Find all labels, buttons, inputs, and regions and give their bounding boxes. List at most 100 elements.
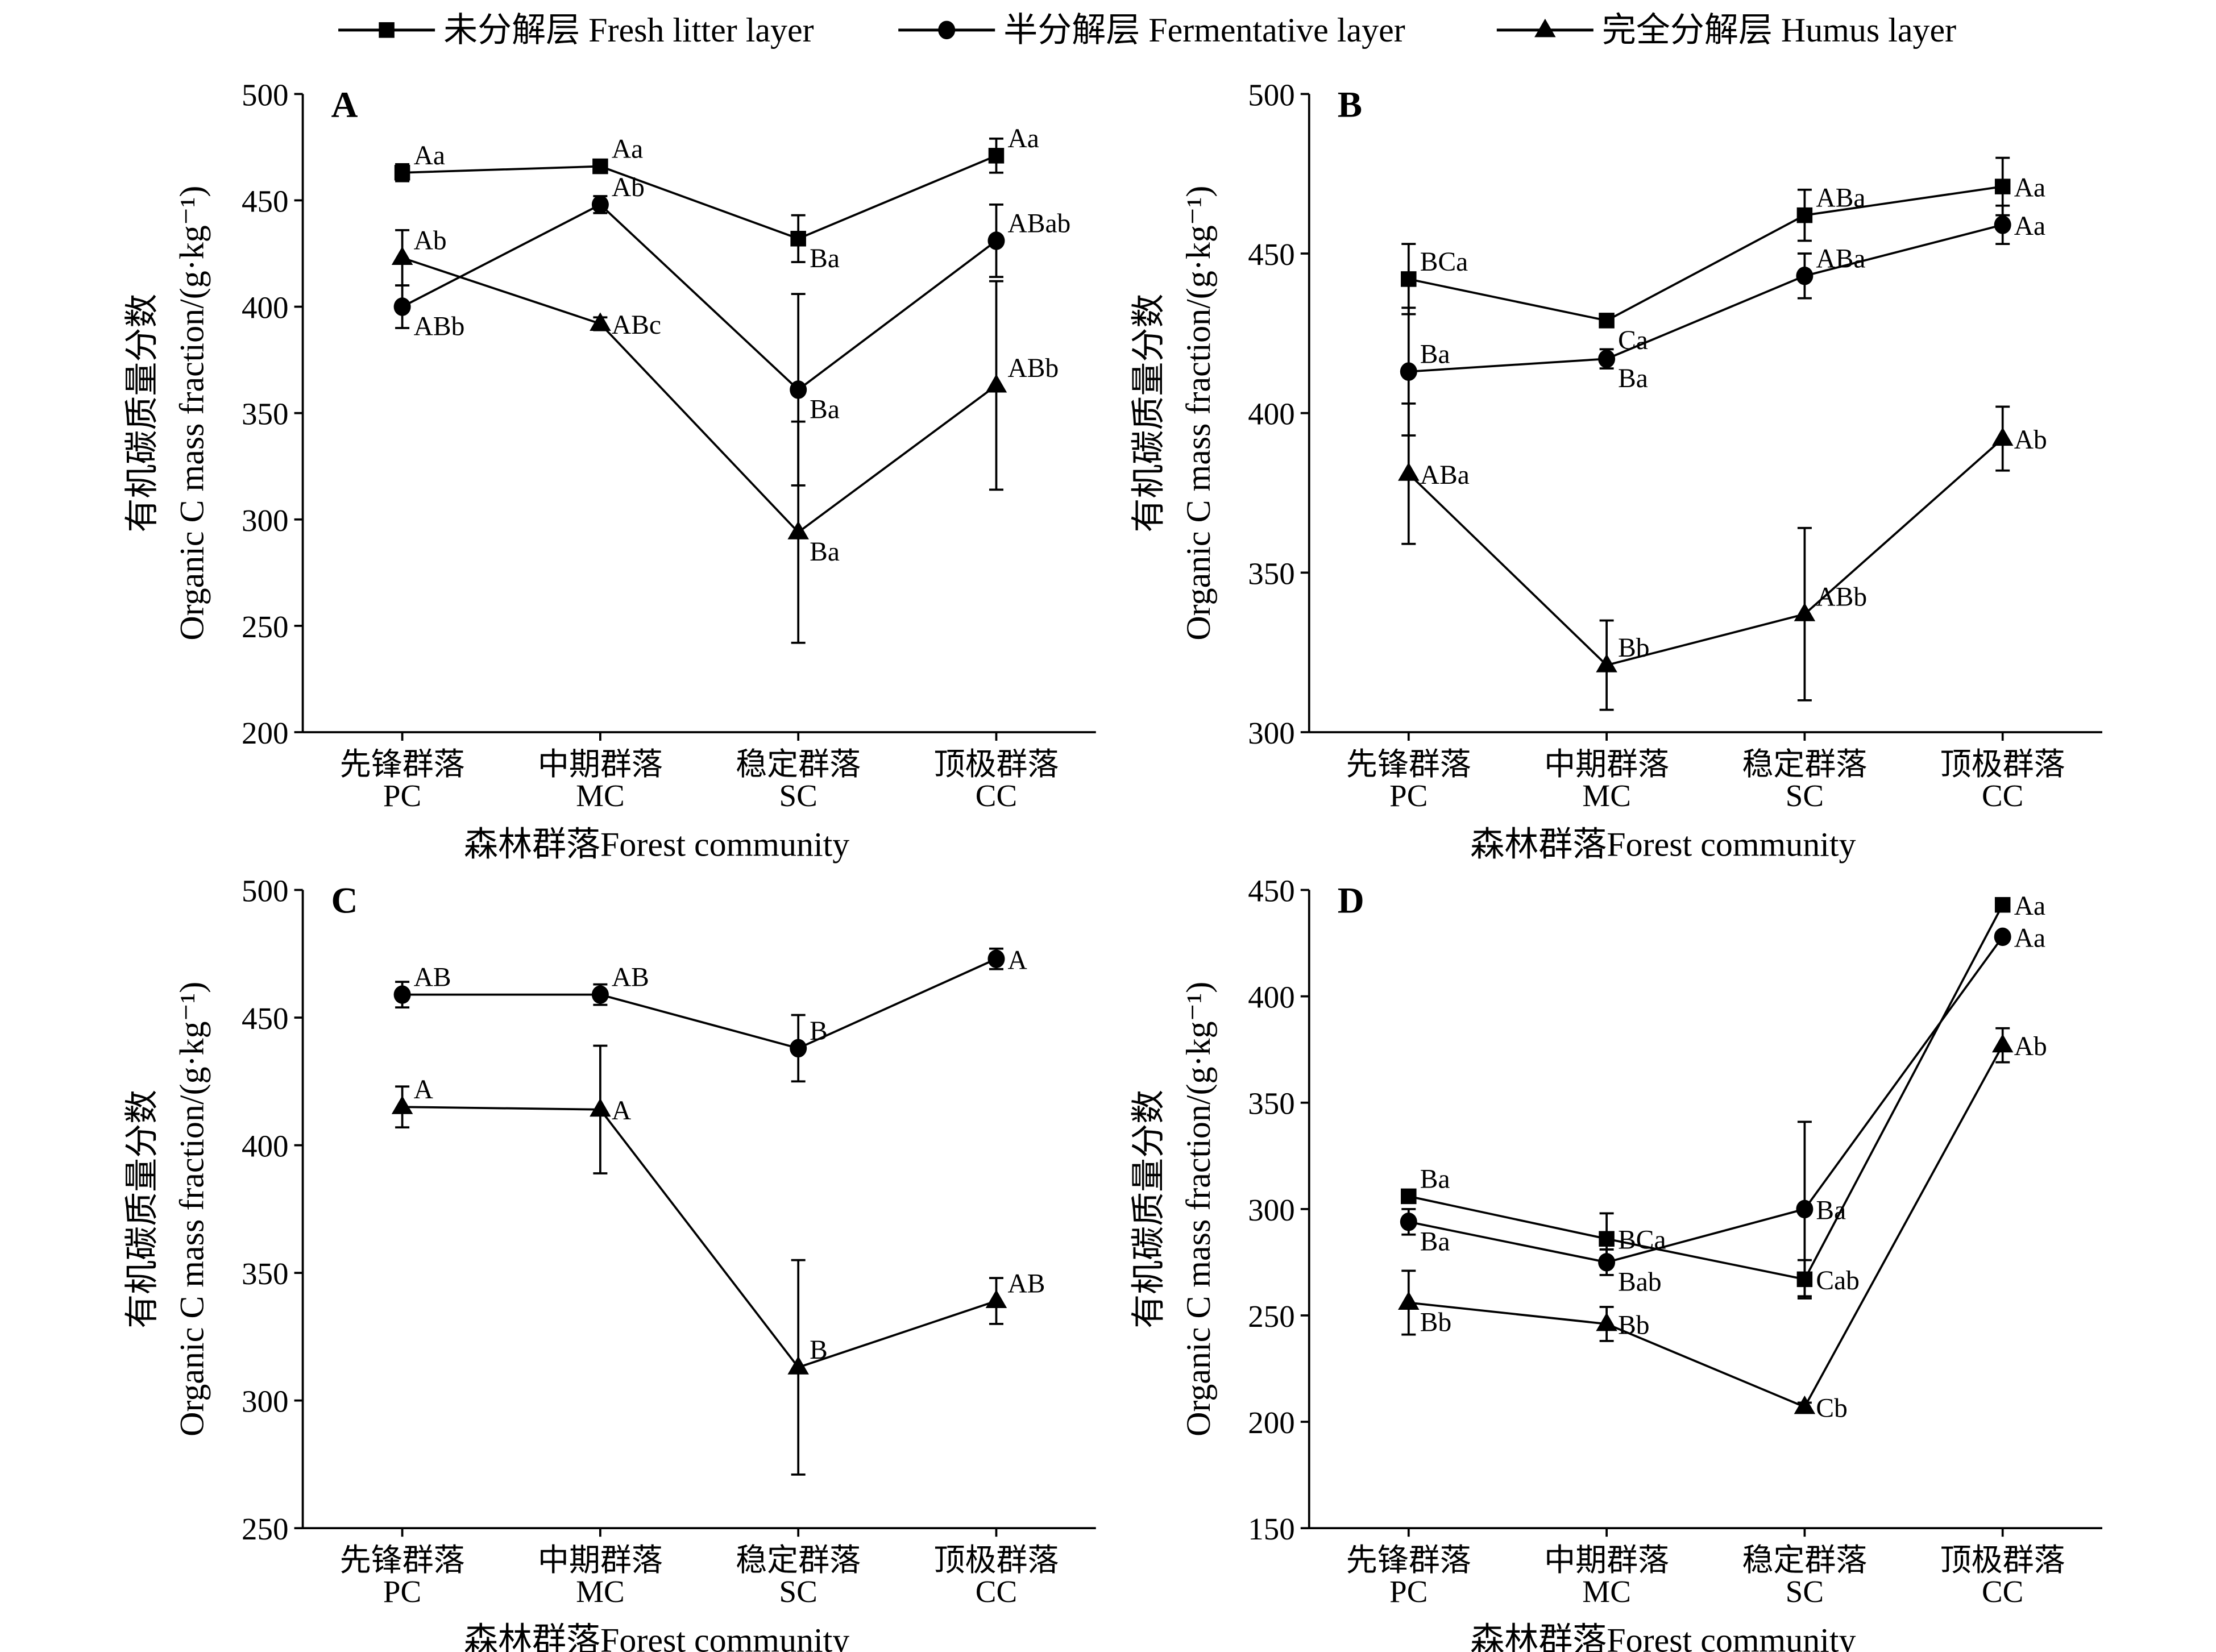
legend-triangle-marker <box>1534 18 1556 38</box>
significance-label: ABa <box>1420 460 1470 490</box>
x-tick-label-cn: 中期群落 <box>1544 747 1669 782</box>
y-tick-label: 350 <box>1248 1086 1295 1121</box>
y-tick-label: 350 <box>242 1256 288 1291</box>
legend-item: 未分解层 Fresh litter layer <box>338 11 814 49</box>
x-axis-title: 森林群落Forest community <box>464 1622 849 1652</box>
series-line <box>1408 904 2004 1281</box>
legend-label: 完全分解层 Humus layer <box>1602 11 1956 49</box>
series-circle: AB AB B A <box>393 945 1027 1083</box>
x-tick-label-en: MC <box>576 1574 625 1609</box>
significance-label: ABa <box>1816 184 1865 213</box>
data-point-square-marker <box>1994 896 2011 913</box>
series-line <box>402 155 997 240</box>
legend: 未分解层 Fresh litter layer 半分解层 Fermentative… <box>338 11 1956 49</box>
series-triangle: ABa Bb ABb Ab <box>1398 402 2047 711</box>
data-point-circle-marker <box>790 1039 807 1058</box>
legend-circle-marker <box>938 20 956 40</box>
significance-label: Ab <box>2014 1032 2047 1061</box>
x-tick-label-cn: 中期群落 <box>1544 1543 1669 1578</box>
significance-label: Ba <box>1618 364 1648 393</box>
x-tick-label-en: CC <box>976 778 1017 813</box>
significance-label: BCa <box>1618 1226 1666 1255</box>
series-line <box>401 203 997 391</box>
significance-label: ABab <box>1007 209 1070 239</box>
x-tick-label-en: PC <box>383 778 421 813</box>
x-tick-label-cn: 稳定群落 <box>1742 747 1867 782</box>
y-tick-label: 500 <box>1248 77 1295 112</box>
data-point-square-marker <box>1599 1231 1615 1247</box>
significance-label: Ba <box>1420 1164 1450 1194</box>
data-point-circle-marker <box>1796 267 1814 285</box>
panel-label: D <box>1338 881 1364 922</box>
y-tick-label: 300 <box>242 1384 288 1419</box>
y-axis-title-cn: 有机碳质量分数 <box>123 1090 161 1329</box>
significance-label: Aa <box>1007 124 1039 153</box>
series-triangle: Bb Bb Cb Ab <box>1398 1027 2047 1423</box>
significance-label: B <box>810 1016 828 1046</box>
significance-label: Ca <box>1618 326 1648 355</box>
significance-label: Ba <box>1420 1227 1450 1256</box>
significance-label: BCa <box>1420 247 1468 277</box>
data-point-triangle-marker <box>1794 603 1816 621</box>
y-tick-label: 400 <box>242 290 288 325</box>
x-tick-label-cn: 稳定群落 <box>736 747 861 782</box>
data-point-circle-marker <box>393 985 411 1004</box>
significance-label: ABb <box>1816 582 1867 612</box>
data-point-triangle-marker <box>985 1289 1007 1308</box>
significance-label: ABc <box>612 310 661 340</box>
x-tick-label-en: MC <box>1582 1574 1631 1609</box>
significance-label: Aa <box>2014 173 2045 203</box>
significance-label: AB <box>612 963 649 993</box>
data-point-square-marker <box>394 165 410 181</box>
significance-label: ABb <box>1007 354 1059 383</box>
y-tick-label: 150 <box>1248 1512 1295 1546</box>
significance-label: Ba <box>1816 1196 1846 1225</box>
y-tick-label: 200 <box>1248 1405 1295 1440</box>
significance-label: Aa <box>414 141 445 171</box>
x-tick-label-en: SC <box>779 1574 817 1609</box>
x-tick-label-en: CC <box>1982 778 2023 813</box>
series-line <box>1408 223 2003 373</box>
series-square: BCa Ca ABa Aa <box>1401 156 2045 355</box>
data-point-square-marker <box>1796 207 1813 223</box>
data-point-circle-marker <box>1796 1199 1814 1219</box>
significance-label: Bb <box>1618 633 1649 663</box>
x-tick-label-cn: 稳定群落 <box>1742 1543 1867 1578</box>
legend-item: 半分解层 Fermentative layer <box>898 11 1405 49</box>
data-point-circle-marker <box>1598 1253 1616 1272</box>
data-point-triangle-marker <box>1794 1395 1816 1414</box>
x-tick-label-cn: 稳定群落 <box>736 1543 861 1578</box>
x-tick-label-cn: 中期群落 <box>538 1543 663 1578</box>
significance-label: A <box>414 1075 433 1105</box>
y-axis-title-en: Organic C mass fraction/(g·kg⁻¹) <box>1180 186 1217 641</box>
significance-label: Ab <box>2014 425 2047 455</box>
significance-label: Ba <box>1420 340 1450 370</box>
y-tick-label: 200 <box>242 716 288 750</box>
series-line <box>1408 936 2004 1264</box>
x-axis-title: 森林群落Forest community <box>1470 1622 1856 1652</box>
series-circle: Ba Bab Ba Aa <box>1400 923 2045 1298</box>
panel-label: C <box>331 881 358 922</box>
legend-item: 完全分解层 Humus layer <box>1496 11 1956 49</box>
y-tick-label: 300 <box>242 503 288 538</box>
significance-label: Aa <box>2014 211 2045 241</box>
data-point-triangle-marker <box>1596 1312 1617 1331</box>
significance-label: A <box>1007 945 1027 975</box>
series-circle: ABb Ab Ba ABab <box>393 173 1070 487</box>
data-point-square-marker <box>790 231 806 247</box>
significance-label: Bab <box>1618 1267 1662 1297</box>
data-point-circle-marker <box>1400 1213 1417 1231</box>
y-axis-title-en: Organic C mass fraction/(g·kg⁻¹) <box>173 982 211 1437</box>
x-tick-label-en: MC <box>1582 778 1631 813</box>
y-tick-label: 350 <box>1248 556 1295 591</box>
data-point-square-marker <box>1994 179 2011 194</box>
series-line <box>1408 185 2003 322</box>
y-tick-label: 450 <box>1248 237 1295 272</box>
data-point-circle-marker <box>591 195 609 214</box>
data-point-square-marker <box>592 158 608 175</box>
significance-label: Aa <box>2014 923 2045 953</box>
series-line <box>401 256 997 534</box>
